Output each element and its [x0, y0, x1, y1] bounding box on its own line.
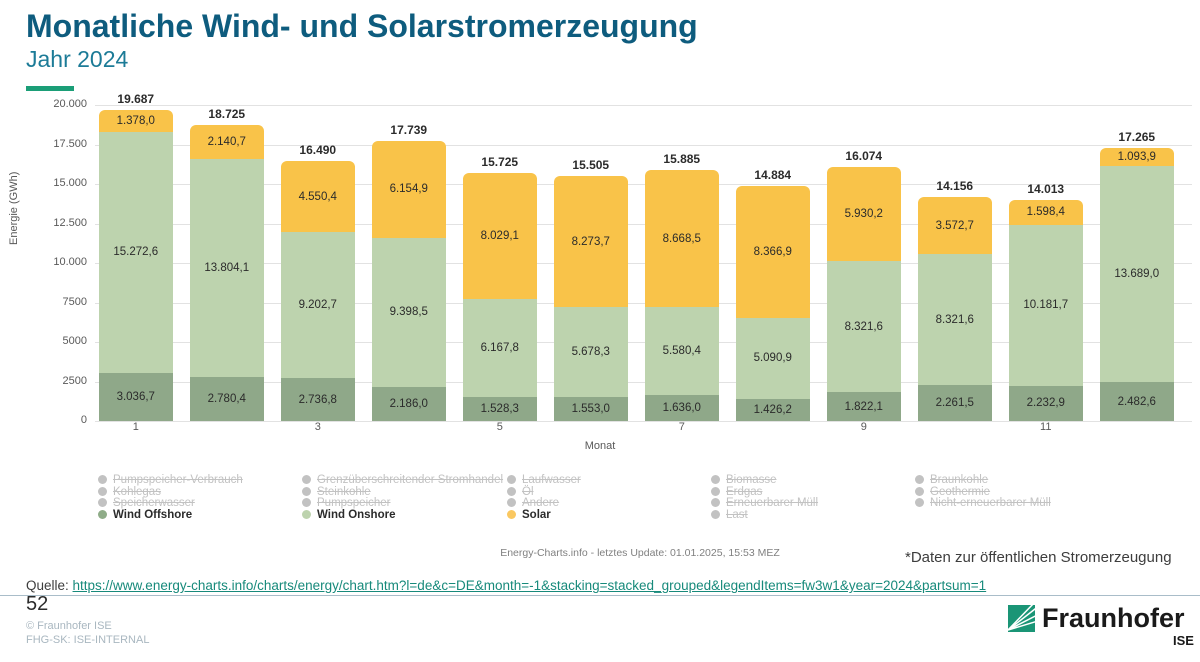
- svg-text:ISE: ISE: [1173, 633, 1194, 648]
- svg-text:Fraunhofer: Fraunhofer: [1042, 605, 1185, 633]
